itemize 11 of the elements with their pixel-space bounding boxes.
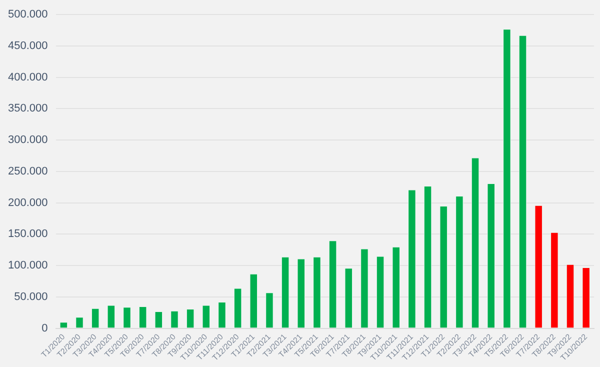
- y-tick-label: 150.000: [8, 228, 48, 240]
- y-tick-label: 500.000: [8, 8, 48, 21]
- y-tick-label: 50.000: [14, 290, 48, 303]
- y-tick-label: 350.000: [8, 102, 48, 115]
- y-tick-label: 400.000: [8, 71, 48, 84]
- y-tick-label: 200.000: [8, 196, 48, 209]
- y-tick-label: 0: [42, 322, 48, 334]
- y-tick-label: 100.000: [8, 260, 48, 272]
- y-tick-label: 300.000: [8, 134, 48, 146]
- y-tick-label: 450.000: [8, 40, 48, 52]
- y-tick-label: 250.000: [8, 165, 48, 178]
